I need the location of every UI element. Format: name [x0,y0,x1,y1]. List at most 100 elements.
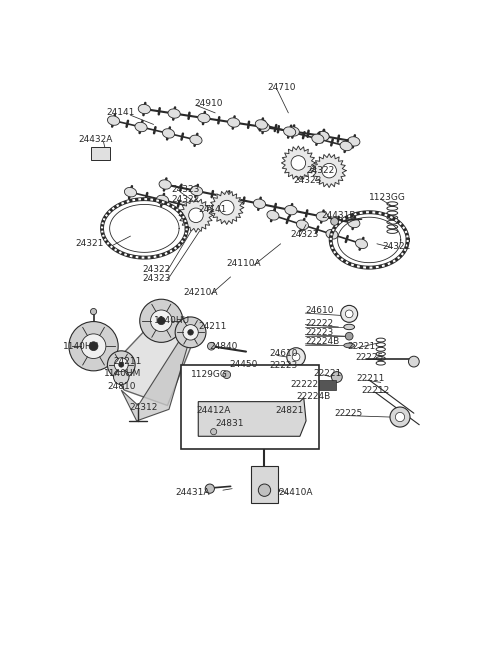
Circle shape [81,334,106,359]
Ellipse shape [162,128,175,138]
Text: 24610: 24610 [305,306,334,316]
Ellipse shape [228,118,240,127]
Text: 24322: 24322 [142,265,170,274]
FancyBboxPatch shape [306,381,336,391]
Text: 22222: 22222 [291,380,319,389]
Circle shape [234,403,250,419]
Text: 22211: 22211 [356,374,384,383]
Circle shape [396,413,405,422]
Ellipse shape [312,134,324,143]
Ellipse shape [316,212,328,221]
Ellipse shape [255,120,267,129]
Text: 24821: 24821 [275,406,304,415]
Circle shape [189,208,203,222]
Circle shape [294,364,303,374]
Circle shape [331,218,338,226]
Circle shape [290,419,294,423]
Text: 24450: 24450 [229,360,257,369]
Ellipse shape [348,218,360,228]
FancyBboxPatch shape [91,147,110,160]
FancyBboxPatch shape [181,366,319,449]
Ellipse shape [190,135,202,145]
Circle shape [140,299,183,342]
Circle shape [287,348,305,366]
Text: 24710: 24710 [267,83,296,92]
Circle shape [151,310,172,332]
Circle shape [286,415,299,427]
Ellipse shape [356,239,368,248]
Text: 24323: 24323 [294,176,322,185]
Polygon shape [94,313,193,406]
Ellipse shape [326,230,338,239]
Circle shape [188,329,193,335]
Text: 24312: 24312 [129,404,157,412]
Text: 22221: 22221 [348,342,376,351]
Ellipse shape [159,180,171,189]
Ellipse shape [344,324,355,330]
Ellipse shape [285,205,297,215]
Text: 24210A: 24210A [183,288,217,297]
Circle shape [119,362,124,367]
Text: 24322: 24322 [171,196,200,204]
Ellipse shape [287,127,300,136]
Ellipse shape [317,131,329,141]
Text: 24322: 24322 [306,166,334,175]
Ellipse shape [135,123,147,132]
Circle shape [207,342,215,350]
Text: 22223: 22223 [305,328,334,337]
Circle shape [291,156,306,170]
Ellipse shape [189,203,201,213]
Circle shape [258,484,271,496]
Text: 22212: 22212 [361,385,390,394]
Circle shape [183,325,198,340]
Circle shape [280,409,304,433]
Circle shape [223,371,230,379]
Circle shape [175,317,206,348]
Circle shape [390,407,410,427]
Polygon shape [198,398,306,436]
Circle shape [304,393,314,404]
Circle shape [292,353,300,361]
Text: 24323: 24323 [142,274,170,283]
Text: 24110A: 24110A [227,259,262,267]
Text: 22225: 22225 [335,409,363,418]
Text: 1129GG: 1129GG [191,370,228,379]
Ellipse shape [108,116,120,125]
Text: 24810: 24810 [108,381,136,391]
Polygon shape [121,323,191,421]
Circle shape [114,369,129,385]
Ellipse shape [253,199,265,209]
Circle shape [211,428,217,435]
Ellipse shape [124,188,137,197]
Circle shape [205,484,215,494]
Circle shape [108,351,135,379]
Text: 22221: 22221 [314,368,342,378]
Polygon shape [281,146,315,180]
Polygon shape [179,198,213,232]
Ellipse shape [348,137,360,146]
Text: 24321: 24321 [75,239,103,248]
Text: 24840: 24840 [210,342,238,351]
Text: 24321: 24321 [382,242,411,250]
Text: 24141: 24141 [198,205,227,214]
Ellipse shape [138,104,151,113]
Text: 22224B: 22224B [305,337,339,346]
Ellipse shape [156,195,168,205]
Text: 24211: 24211 [114,357,142,366]
Circle shape [408,356,419,367]
Text: 1140HM: 1140HM [104,368,141,378]
Ellipse shape [221,211,233,220]
Text: 1140HU: 1140HU [63,342,99,351]
Text: 24211: 24211 [198,321,227,331]
Text: 24141: 24141 [106,108,134,117]
Text: 24431A: 24431A [175,488,210,497]
Ellipse shape [257,123,270,132]
Circle shape [341,305,358,322]
Ellipse shape [340,141,352,151]
Circle shape [227,396,258,426]
FancyBboxPatch shape [252,466,277,503]
Circle shape [332,372,342,382]
Text: 24323: 24323 [171,185,200,194]
Text: 24431B: 24431B [322,211,356,220]
Text: 24412A: 24412A [196,406,230,415]
